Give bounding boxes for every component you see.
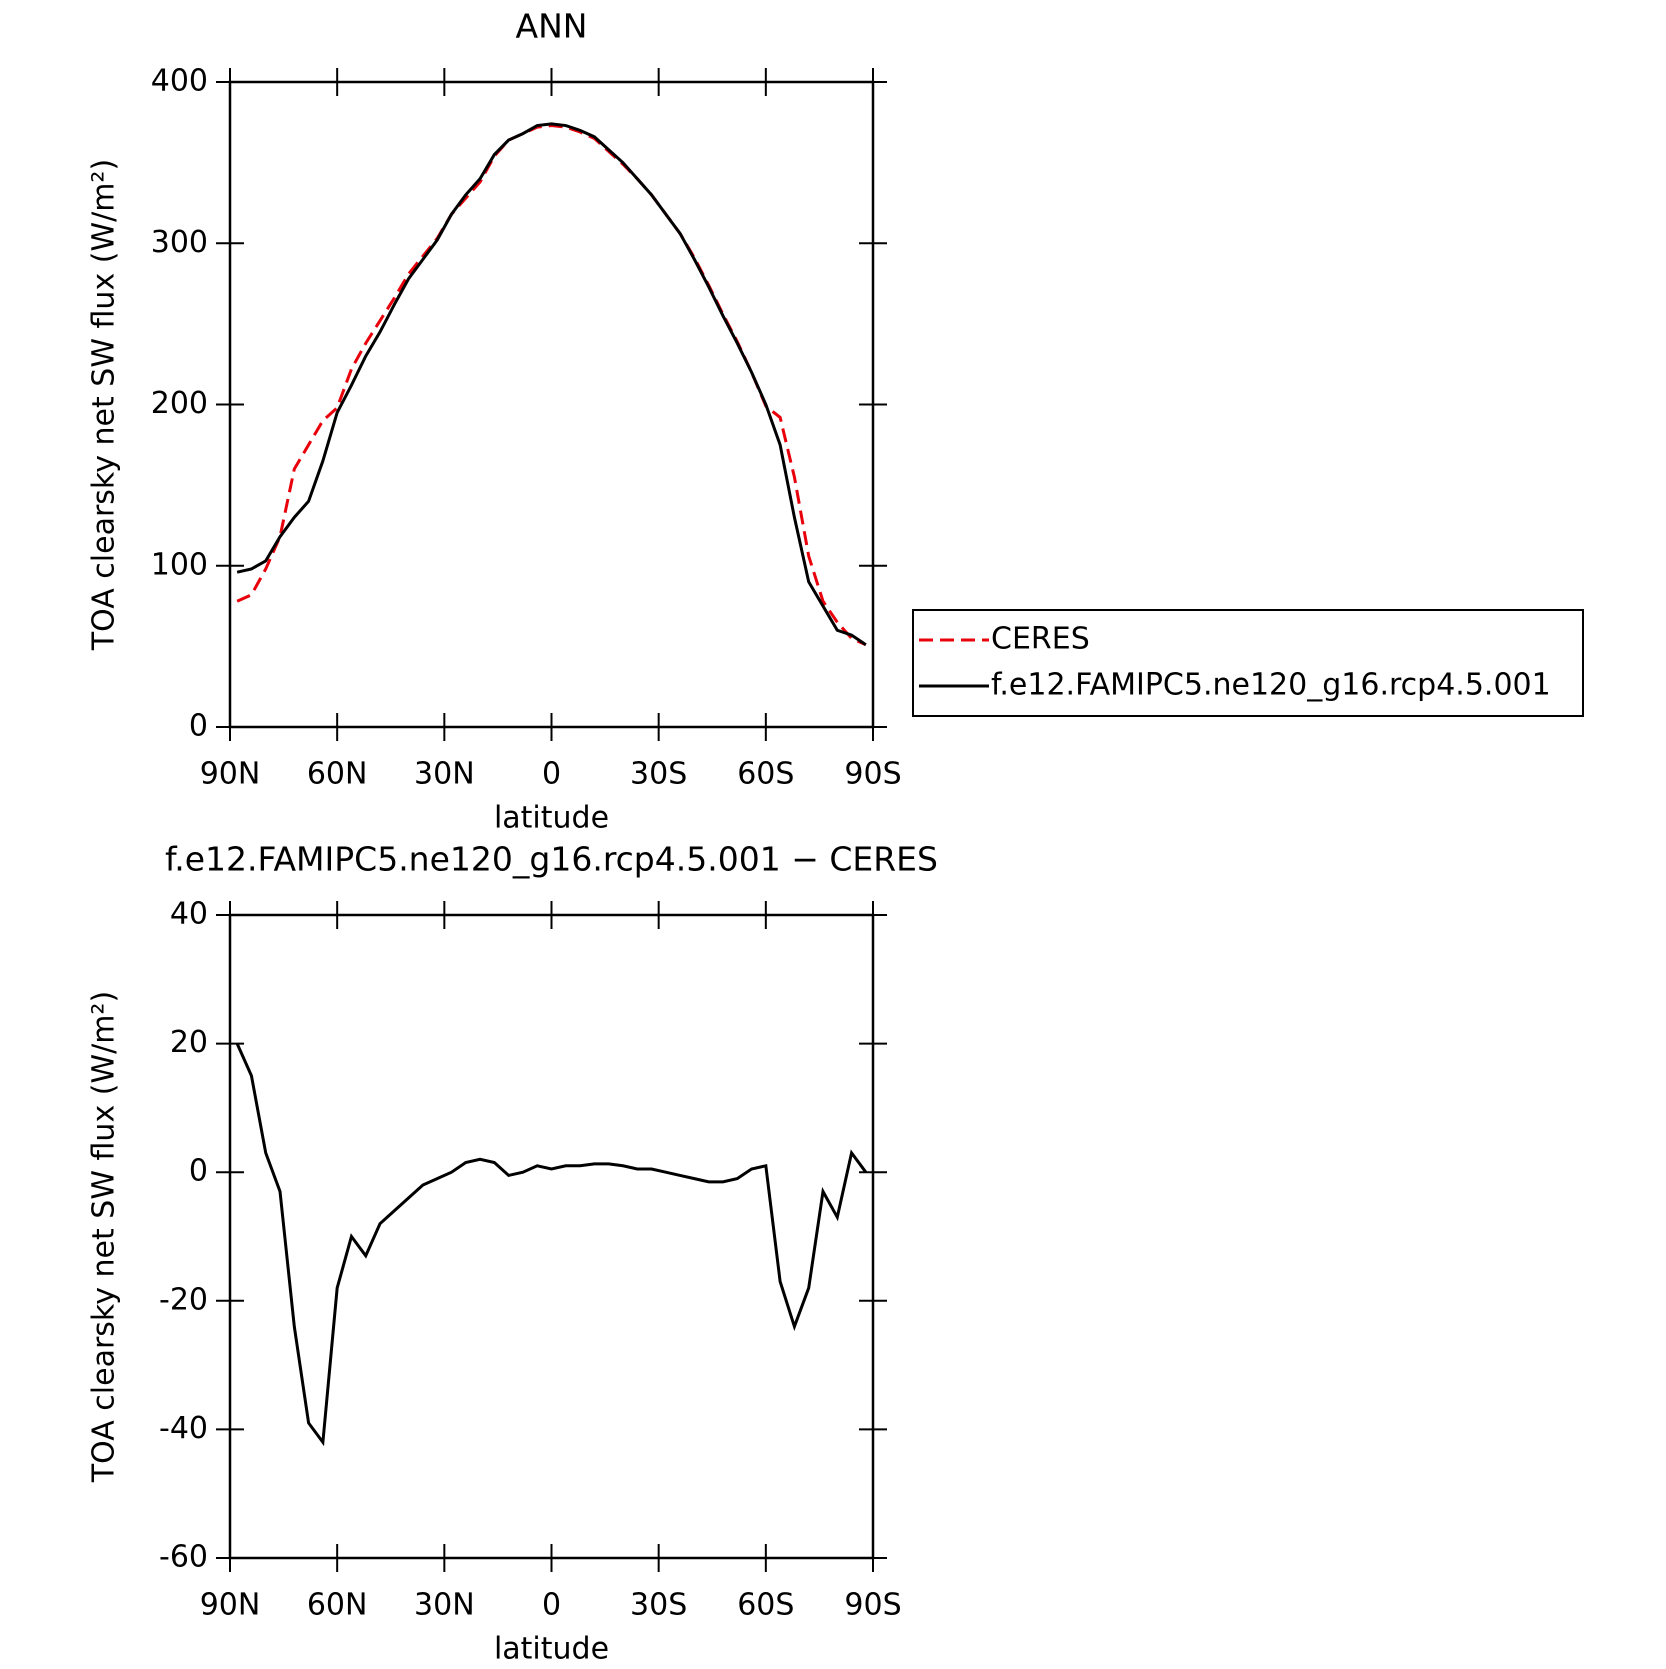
x-tick-label: 30N [414, 757, 475, 792]
data-line [235, 1042, 868, 1447]
x-tick-label: 90N [200, 757, 261, 792]
x-tick-label: 60S [737, 1588, 794, 1623]
chart-title: ANN [516, 7, 588, 46]
y-tick-label: 40 [170, 897, 208, 932]
x-tick-label: 30S [630, 1588, 687, 1623]
y-tick-label: 20 [170, 1025, 208, 1060]
data-line [236, 124, 867, 647]
legend-label: CERES [991, 622, 1090, 657]
y-tick-label: 300 [151, 225, 208, 260]
x-tick-label: 90S [844, 757, 901, 792]
x-tick-label: 0 [542, 757, 561, 792]
plot-frame [228, 80, 875, 729]
x-tick-label: 90N [200, 1588, 261, 1623]
x-axis-label: latitude [494, 801, 609, 836]
y-tick-label: 0 [189, 1154, 208, 1189]
y-tick-label: 0 [189, 709, 208, 744]
y-tick-label: 400 [151, 64, 208, 99]
x-tick-label: 30S [630, 757, 687, 792]
y-tick-label: -20 [159, 1282, 208, 1317]
x-tick-label: 60N [307, 1588, 368, 1623]
legend-label: f.e12.FAMIPC5.ne120_g16.rcp4.5.001 [991, 668, 1551, 703]
plot-frame [228, 913, 875, 1560]
y-tick-label: -60 [159, 1540, 208, 1575]
y-tick-label: 200 [151, 386, 208, 421]
x-tick-label: 60N [307, 757, 368, 792]
x-tick-label: 30N [414, 1588, 475, 1623]
x-tick-label: 60S [737, 757, 794, 792]
y-tick-label: 100 [151, 547, 208, 582]
x-tick-label: 90S [844, 1588, 901, 1623]
x-axis-label: latitude [494, 1632, 609, 1667]
y-tick-label: -40 [159, 1411, 208, 1446]
y-axis-label: TOA clearsky net SW flux (W/m²) [87, 991, 122, 1483]
chart-title: f.e12.FAMIPC5.ne120_g16.rcp4.5.001 − CER… [165, 840, 938, 879]
y-axis-label: TOA clearsky net SW flux (W/m²) [87, 159, 122, 651]
data-line [236, 122, 867, 647]
legend-box [912, 609, 1584, 717]
x-tick-label: 0 [542, 1588, 561, 1623]
